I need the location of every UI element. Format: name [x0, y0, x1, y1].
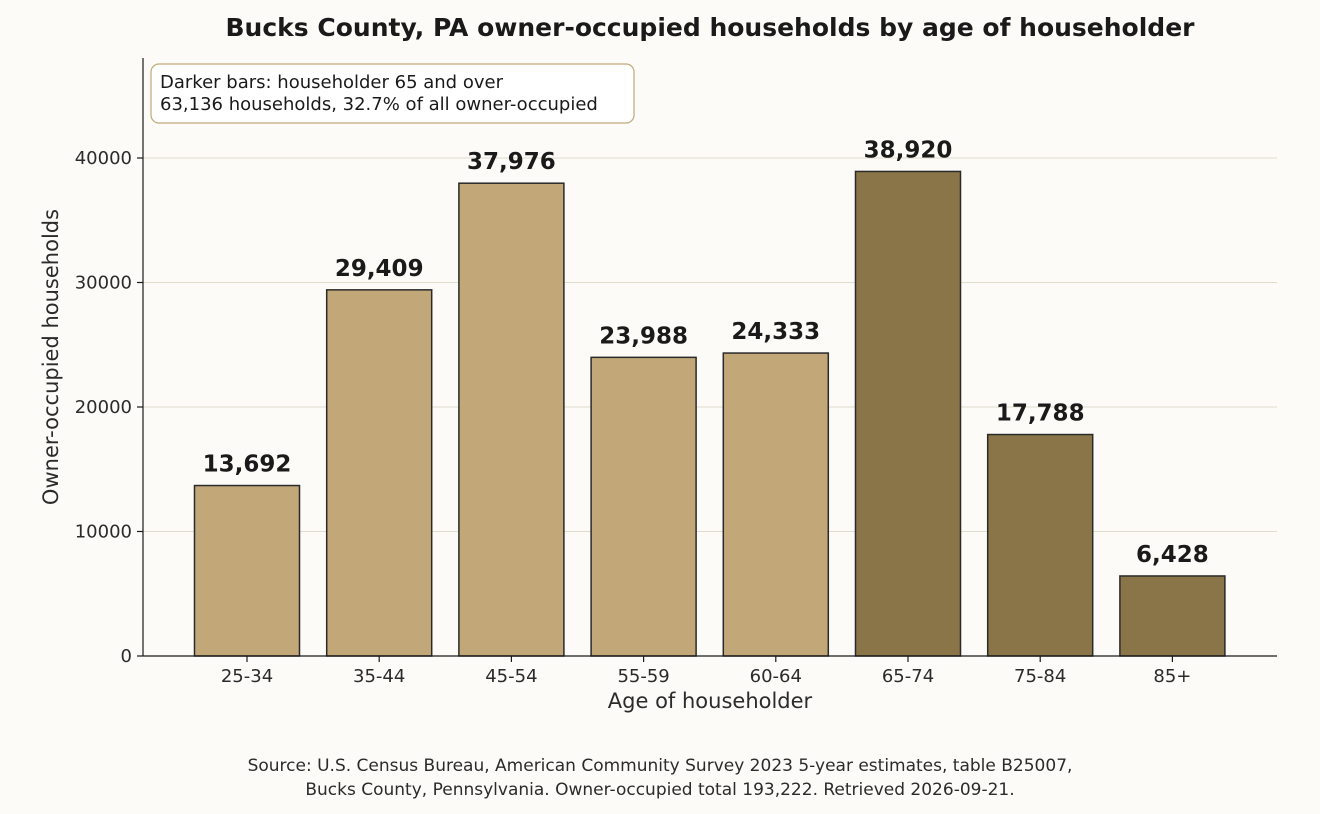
bar-75-84	[986, 433, 1094, 657]
source-line-1: Source: U.S. Census Bureau, American Com…	[248, 756, 1073, 776]
x-axis-ticks: 25-34 35-44 45-54 55-59 60-64 65-74 75-84 85+	[221, 656, 1191, 687]
y-tick-label: 10000	[75, 522, 132, 543]
bar-value-label: 17,788	[996, 401, 1085, 427]
bar-55-59	[590, 356, 697, 657]
bar-value-label: 6,428	[1136, 542, 1209, 568]
bar-value-label: 29,409	[335, 256, 424, 282]
x-axis-label: Age of householder	[608, 689, 813, 713]
annotation-border	[150, 63, 635, 124]
y-tick-label: 0	[121, 646, 132, 667]
bar-65-74	[854, 170, 962, 657]
x-tick-label: 55-59	[617, 666, 669, 687]
bar-value-labels: 13,692 29,409 37,976 23,988 24,333 38,920 17,7…	[203, 137, 1209, 568]
x-tick-label: 85+	[1153, 666, 1191, 687]
x-tick-label: 60-64	[750, 666, 802, 687]
bar-35-44	[325, 289, 433, 657]
bar-value-label: 24,333	[731, 319, 820, 345]
source-line-2: Bucks County, Pennsylvania. Owner-occupi…	[305, 780, 1014, 800]
y-tick-label: 30000	[75, 273, 132, 294]
annotation-line-1: Darker bars: householder 65 and over	[160, 72, 504, 93]
x-tick-label: 25-34	[221, 666, 273, 687]
x-tick-label: 75-84	[1014, 666, 1066, 687]
bar-value-label: 23,988	[599, 323, 688, 349]
bars	[193, 170, 1226, 657]
y-axis-label: Owner-occupied households	[39, 209, 63, 505]
x-tick-label: 35-44	[353, 666, 405, 687]
annotation-line-2: 63,136 households, 32.7% of all owner-oc…	[160, 94, 598, 115]
x-tick-label: 45-54	[485, 666, 537, 687]
bar-value-label: 37,976	[467, 149, 556, 175]
y-tick-label: 20000	[75, 397, 132, 418]
gridlines	[143, 157, 1277, 532]
bar-45-54	[458, 182, 565, 657]
y-tick-label: 40000	[75, 148, 132, 169]
bar-85+	[1119, 575, 1226, 657]
bar-25-34	[193, 484, 301, 657]
chart-title: Bucks County, PA owner-occupied househol…	[226, 13, 1196, 42]
bar-value-label: 13,692	[203, 452, 292, 478]
bar-value-label: 38,920	[864, 137, 953, 163]
annotation-box: Darker bars: householder 65 and over 63,…	[150, 63, 635, 124]
y-axis-ticks: 0 10000 20000 30000 40000	[75, 148, 143, 667]
x-tick-label: 65-74	[882, 666, 934, 687]
bar-60-64	[722, 352, 830, 657]
